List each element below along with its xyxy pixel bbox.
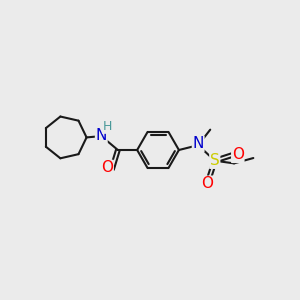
Text: O: O [202,176,214,191]
Text: O: O [101,160,113,175]
Text: O: O [232,147,244,162]
Text: S: S [210,153,220,168]
Text: N: N [193,136,204,151]
Text: H: H [103,120,112,133]
Text: N: N [96,128,107,143]
